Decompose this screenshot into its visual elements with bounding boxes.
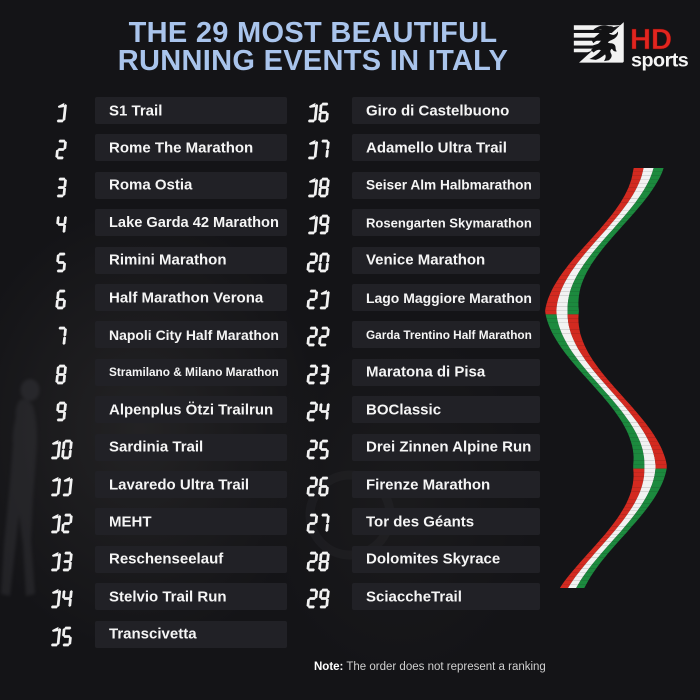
- svg-text:sports: sports: [631, 49, 689, 71]
